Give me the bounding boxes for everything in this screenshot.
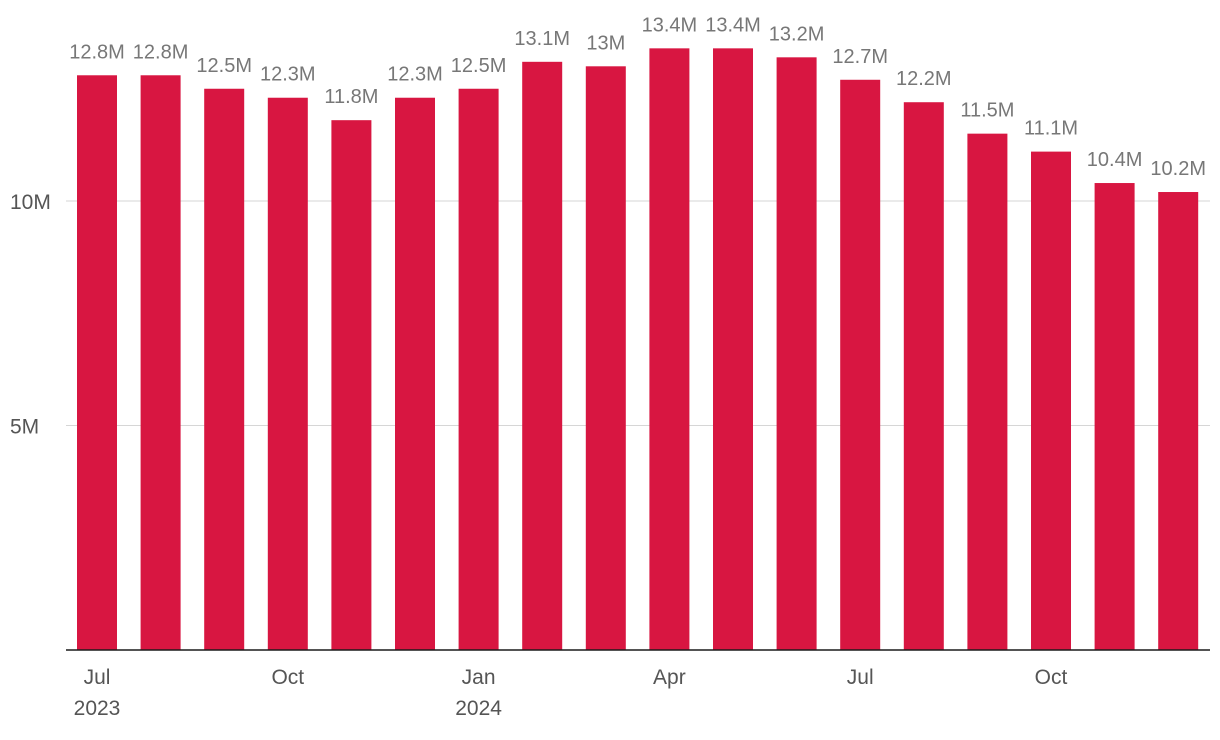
y-tick-label: 10M — [10, 191, 51, 214]
bar-jun-2024 — [776, 57, 817, 650]
x-tick-label: Jul — [847, 666, 874, 689]
bar-oct-2024 — [1031, 151, 1071, 651]
value-label: 11.5M — [960, 100, 1014, 122]
bar-feb-2024 — [522, 61, 563, 651]
value-label: 11.1M — [1024, 118, 1078, 140]
gridlines — [66, 200, 1210, 426]
value-label: 12.8M — [133, 41, 189, 63]
bar-nov-2023 — [331, 120, 372, 651]
value-label: 13.2M — [769, 23, 825, 45]
bar-oct-2023 — [267, 97, 308, 651]
value-label: 10.4M — [1087, 149, 1143, 171]
bars — [77, 48, 1199, 651]
bar-sep-2024 — [967, 133, 1008, 650]
x-tick-label: Oct — [1035, 666, 1068, 689]
value-label: 12.5M — [196, 55, 252, 77]
value-label: 12.8M — [69, 41, 125, 63]
value-label: 12.3M — [260, 64, 316, 86]
value-label: 12.3M — [387, 64, 443, 86]
value-label: 13.4M — [705, 14, 761, 36]
bar-jul-2023 — [77, 75, 117, 650]
bar-apr-2024 — [649, 48, 690, 650]
bar-jan-2024 — [458, 88, 499, 650]
x-tick-year-label: 2023 — [74, 697, 121, 720]
bar-dec-2024 — [1158, 192, 1199, 650]
x-tick-label: Apr — [653, 666, 686, 689]
x-tick-label: Jul — [84, 666, 111, 689]
value-label: 12.5M — [451, 55, 507, 77]
bar-may-2024 — [713, 48, 753, 650]
y-tick-label: 5M — [10, 416, 39, 439]
value-label: 12.7M — [832, 46, 888, 68]
bar-jul-2024 — [840, 79, 881, 650]
value-label: 13.4M — [642, 14, 698, 36]
value-labels: 12.8M 12.8M 12.5M 12.3M 11.8M 12.3M 12.5M 13.1M… — [69, 14, 1206, 180]
value-label: 11.8M — [324, 86, 378, 108]
x-tick-label: Oct — [271, 666, 304, 689]
value-label: 12.2M — [896, 68, 952, 90]
value-label: 13.1M — [514, 28, 570, 50]
x-tick-year-label: 2024 — [455, 697, 502, 720]
bar-mar-2024 — [585, 66, 626, 651]
value-label: 13M — [586, 32, 625, 54]
x-tick-label: Jan — [462, 666, 496, 689]
axes: 5M 10M Jul 2023 Oct Jan 2024 Apr Jul Oct — [10, 191, 1210, 720]
value-label: 10.2M — [1150, 158, 1206, 180]
bar-aug-2024 — [903, 102, 944, 651]
bar-aug-2023 — [140, 75, 181, 650]
bar-dec-2023 — [395, 97, 435, 651]
bar-sep-2023 — [204, 88, 245, 650]
bar-nov-2024 — [1094, 183, 1135, 651]
